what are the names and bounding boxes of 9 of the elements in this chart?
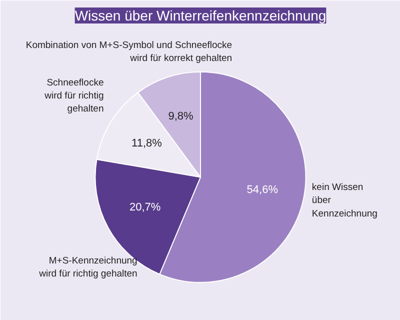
data-label: 20,7% [130, 202, 161, 214]
data-label: 9,8% [168, 110, 194, 123]
slice-label: Schneeflocke wird für richtig gehalten [44, 77, 104, 115]
slice-label: Kombination von M+S-Symbol und Schneeflocke wird für korrekt gehalten [26, 40, 232, 64]
data-label: 11,8% [132, 138, 162, 150]
slice-label: M+S-Kennzeichnung wird für richtig gehalten [38, 256, 138, 280]
chart-title: Wissen über Winterreifenkennzeichnung [74, 8, 326, 24]
data-label: 54,6% [246, 184, 278, 196]
slice-label: kein Wissen über Kennzeichnung [312, 182, 378, 220]
